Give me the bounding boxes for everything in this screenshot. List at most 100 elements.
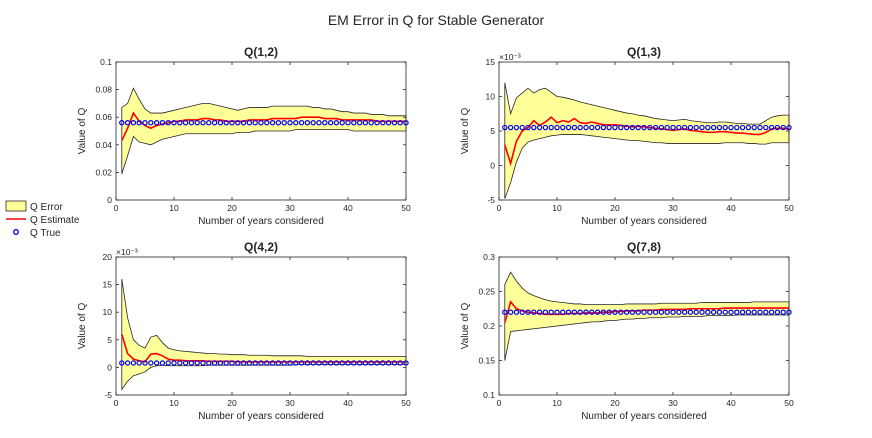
true-marker-q42 (171, 360, 177, 366)
true-marker-q42 (165, 360, 171, 366)
true-marker-q78 (780, 309, 786, 315)
true-marker-q12 (351, 120, 357, 126)
true-marker-q13 (774, 124, 781, 131)
true-marker-q12 (217, 120, 224, 126)
true-marker-q12 (177, 120, 183, 126)
true-marker-q13 (751, 124, 757, 131)
legend-error-label: Q Error (30, 202, 63, 213)
true-marker-q12 (327, 120, 334, 126)
true-marker-q42 (148, 360, 154, 366)
true-marker-q13 (536, 124, 543, 131)
true-marker-q13 (658, 124, 665, 131)
y-axis-label-q12: Value of Q (77, 108, 88, 155)
y-tick-label-q12: 0.08 (95, 85, 112, 95)
true-marker-q42 (240, 360, 247, 366)
true-marker-q12 (165, 120, 171, 126)
true-marker-q12 (385, 120, 392, 126)
true-marker-q78 (693, 309, 699, 315)
x-tick-label-q78: 40 (726, 398, 736, 408)
true-marker-q78 (618, 309, 624, 315)
x-tick-label-q13: 30 (668, 203, 678, 213)
panel-title-q12: Q(1,2) (244, 45, 278, 59)
true-marker-q12 (182, 120, 189, 126)
true-marker-q78 (554, 309, 560, 315)
true-marker-q42 (397, 360, 403, 366)
y-tick-label-q13: 10 (486, 92, 496, 102)
true-marker-q42 (339, 360, 345, 366)
y-tick-label-q42: -5 (104, 390, 112, 400)
x-tick-label-q13: 20 (610, 203, 620, 213)
true-marker-q12 (316, 120, 322, 126)
true-marker-q42 (298, 360, 305, 366)
true-marker-q42 (159, 360, 166, 366)
true-marker-q12 (287, 120, 293, 126)
true-marker-q13 (763, 124, 769, 131)
panel-title-q78: Q(7,8) (627, 240, 661, 254)
true-marker-q13 (641, 124, 647, 131)
true-marker-q42 (264, 360, 270, 366)
true-marker-q78 (513, 309, 520, 315)
true-marker-q78 (502, 309, 508, 315)
true-marker-q12 (136, 120, 142, 126)
x-tick-label-q78: 30 (668, 398, 678, 408)
true-marker-q12 (333, 120, 340, 126)
true-marker-q78 (565, 309, 572, 315)
panel-q78: 0 10 20 30 40 50 0.1 0.15 0.2 0.25 0.3 Q(7,8) Number… (460, 240, 794, 422)
true-marker-q13 (757, 124, 763, 131)
true-marker-q12 (211, 120, 218, 126)
y-tick-label-q12: 0.04 (95, 140, 112, 150)
x-tick-label-q78: 10 (552, 398, 562, 408)
true-marker-q42 (356, 360, 363, 366)
true-marker-q13 (722, 124, 728, 131)
true-marker-q42 (269, 360, 276, 366)
x-axis-label-q78: Number of years considered (581, 411, 707, 422)
true-marker-q42 (211, 360, 218, 366)
true-marker-q12 (258, 120, 264, 126)
true-marker-q78 (664, 309, 670, 315)
true-marker-q78 (623, 309, 630, 315)
true-marker-q13 (519, 124, 525, 131)
true-marker-q12 (310, 120, 316, 126)
true-marker-q12 (159, 120, 166, 126)
true-marker-q13 (560, 124, 566, 131)
true-marker-q42 (136, 360, 142, 366)
true-marker-q42 (322, 360, 328, 366)
true-marker-q42 (368, 360, 374, 366)
y-tick-label-q13: 5 (490, 126, 495, 136)
true-marker-q42 (316, 360, 322, 366)
true-marker-q78 (652, 309, 659, 315)
true-marker-q13 (612, 124, 618, 131)
true-marker-q78 (763, 309, 769, 315)
x-tick-label-q78: 0 (497, 398, 502, 408)
x-tick-label-q42: 50 (401, 398, 411, 408)
true-marker-q78 (560, 309, 566, 315)
true-marker-q12 (252, 120, 258, 126)
legend-estimate-label: Q Estimate (30, 215, 80, 226)
exponent-label-q13: ×10⁻³ (499, 52, 521, 62)
true-marker-q42 (287, 360, 293, 366)
true-marker-q12 (194, 120, 200, 126)
true-marker-q78 (635, 309, 641, 315)
true-marker-q78 (542, 309, 549, 315)
true-marker-q13 (745, 124, 752, 131)
estimate-line-q12 (121, 111, 406, 141)
true-marker-q42 (124, 360, 131, 366)
x-tick-label-q13: 0 (497, 203, 502, 213)
x-tick-label-q42: 30 (285, 398, 295, 408)
legend: Q Error Q Estimate Q True (0, 200, 90, 258)
true-marker-q78 (739, 309, 746, 315)
true-marker-q78 (716, 309, 723, 315)
y-tick-label-q78: 0.1 (483, 390, 495, 400)
true-marker-q42 (374, 360, 380, 366)
true-marker-q13 (583, 124, 589, 131)
true-marker-q13 (728, 124, 734, 131)
x-tick-label-q13: 50 (784, 203, 794, 213)
true-marker-q13 (676, 124, 682, 131)
true-marker-q42 (345, 360, 351, 366)
exponent-label-q42: ×10⁻³ (116, 247, 138, 257)
x-axis-label-q12: Number of years considered (198, 216, 324, 227)
true-marker-q13 (635, 124, 641, 131)
true-marker-q78 (670, 309, 676, 315)
true-marker-q13 (716, 124, 723, 131)
